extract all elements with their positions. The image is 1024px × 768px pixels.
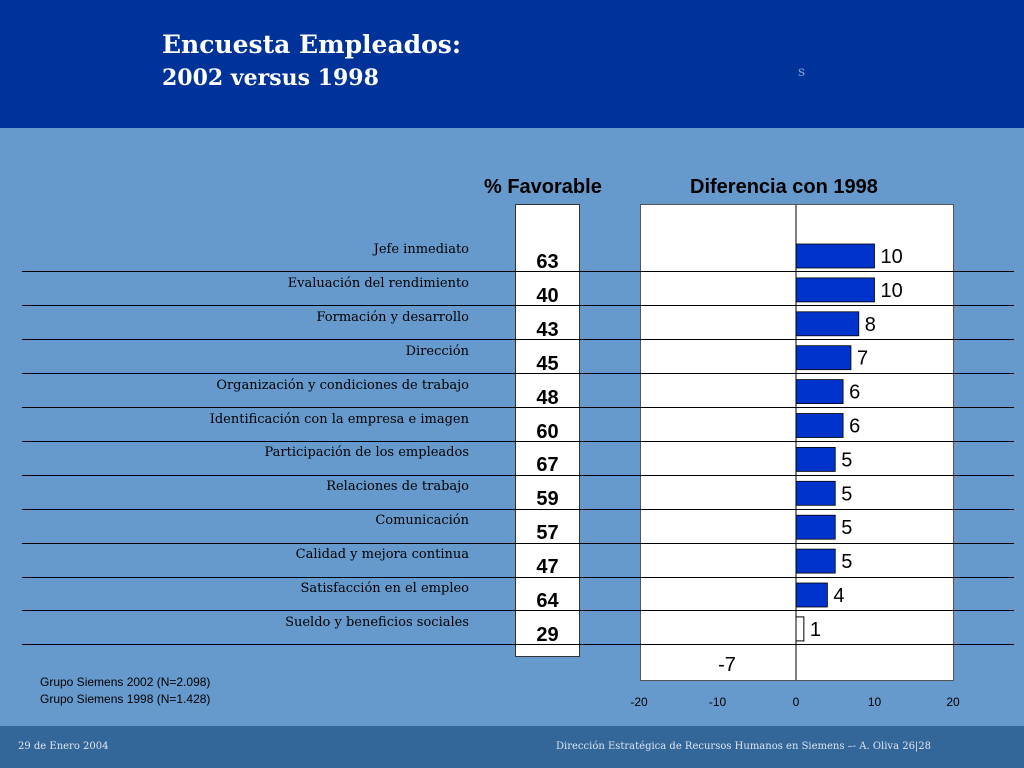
difference-value-label: 4 (833, 585, 844, 607)
difference-value-label: 1 (810, 619, 821, 641)
sample-notes: Grupo Siemens 2002 (N=2.098) Grupo Sieme… (40, 674, 210, 708)
slide-title: Encuesta Empleados: (162, 30, 462, 59)
favorable-value: 45 (536, 353, 559, 375)
difference-bar (795, 243, 875, 269)
footer-date: 29 de Enero 2004 (18, 741, 109, 752)
category-label: Formación y desarrollo (316, 310, 469, 325)
extra-value-label: -7 (718, 654, 736, 676)
favorable-value: 29 (536, 624, 559, 646)
difference-bar (795, 582, 828, 608)
x-tick-label: 0 (793, 695, 800, 709)
difference-bar (795, 616, 805, 642)
category-label: Evaluación del rendimiento (287, 276, 469, 291)
favorable-value: 63 (536, 251, 559, 273)
row-separator (22, 339, 1014, 340)
category-label: Identificación con la empresa e imagen (209, 412, 469, 427)
category-label: Relaciones de trabajo (326, 479, 469, 494)
favorable-value: 64 (536, 590, 559, 612)
difference-value-label: 8 (865, 314, 876, 336)
favorable-column-header: % Favorable (484, 176, 602, 198)
row-separator (22, 373, 1014, 374)
difference-bar (795, 514, 836, 540)
row-separator (22, 509, 1014, 510)
row-separator (22, 577, 1014, 578)
category-label: Jefe inmediato (373, 242, 469, 257)
category-label: Organización y condiciones de trabajo (216, 378, 469, 393)
category-label: Comunicación (375, 513, 469, 528)
difference-bar (795, 277, 875, 303)
row-separator (22, 407, 1014, 408)
row-separator (22, 543, 1014, 544)
title-banner: Encuesta Empleados: 2002 versus 1998 s (0, 0, 1024, 128)
x-tick-label: 10 (868, 695, 882, 709)
row-separator (22, 271, 1014, 272)
difference-value-label: 5 (841, 449, 852, 471)
row-separator (22, 441, 1014, 442)
row-separator (22, 475, 1014, 476)
favorable-value: 40 (536, 285, 559, 307)
difference-value-label: 5 (841, 551, 852, 573)
x-tick-label: -10 (709, 695, 727, 709)
favorable-value: 57 (536, 522, 559, 544)
row-separator (22, 305, 1014, 306)
row-separator (22, 610, 1014, 611)
footer-bar (0, 726, 1024, 768)
difference-value-label: 6 (849, 382, 860, 404)
difference-value-label: 7 (857, 348, 868, 370)
difference-value-label: 5 (841, 517, 852, 539)
note-1998: Grupo Siemens 1998 (N=1.428) (40, 692, 211, 706)
category-label: Satisfacción en el empleo (300, 581, 469, 596)
difference-bar (795, 548, 836, 574)
difference-bar (795, 345, 852, 371)
slide-subtitle: 2002 versus 1998 (162, 65, 379, 91)
favorable-value: 67 (536, 454, 559, 476)
category-label: Calidad y mejora continua (295, 547, 469, 562)
difference-value-label: 10 (881, 280, 903, 302)
logo-mark: s (798, 64, 806, 80)
difference-column-header: Diferencia con 1998 (690, 176, 878, 198)
footer-credits: Dirección Estratégica de Recursos Humano… (556, 741, 932, 752)
difference-value-label: 6 (849, 416, 860, 438)
category-label: Sueldo y beneficios sociales (285, 615, 469, 630)
difference-bar (795, 311, 860, 337)
favorable-value: 47 (536, 556, 559, 578)
favorable-value: 59 (536, 488, 559, 510)
favorable-panel (515, 204, 580, 657)
favorable-value: 60 (536, 421, 559, 443)
x-tick-label: -20 (630, 695, 648, 709)
favorable-value: 43 (536, 319, 559, 341)
row-separator (22, 644, 1014, 645)
note-2002: Grupo Siemens 2002 (N=2.098) (40, 675, 211, 689)
difference-value-label: 10 (881, 246, 903, 268)
difference-bar (795, 413, 844, 438)
favorable-value: 48 (536, 387, 559, 409)
difference-bar (795, 379, 844, 405)
difference-bar (795, 480, 836, 506)
category-label: Dirección (405, 344, 469, 359)
category-label: Participación de los empleados (264, 445, 470, 460)
x-tick-label: 20 (946, 695, 960, 709)
difference-bar (795, 446, 836, 472)
difference-value-label: 5 (841, 483, 852, 505)
